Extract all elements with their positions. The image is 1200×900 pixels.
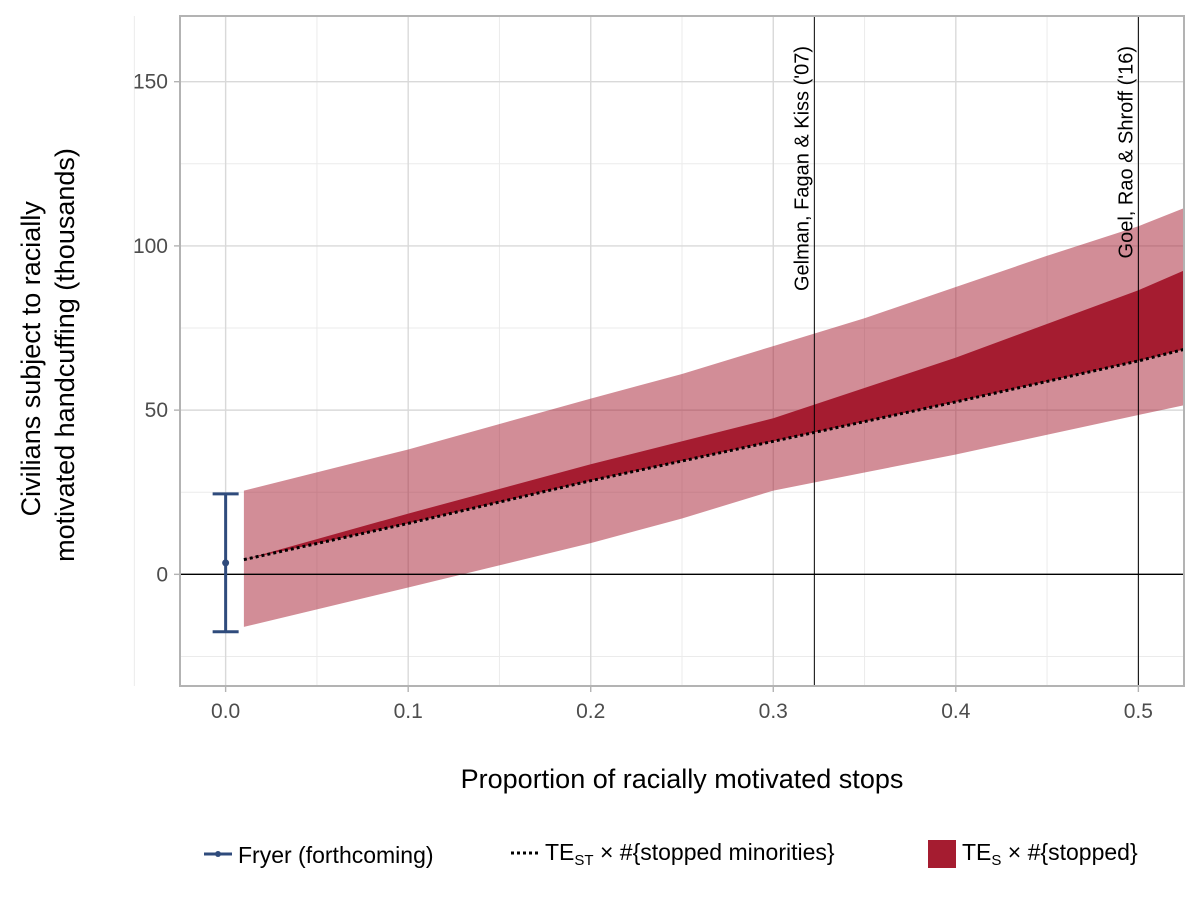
legend-label-te-st-main: TE (545, 839, 574, 865)
legend-item-te-s: TES × #{stopped} (928, 839, 1138, 869)
legend: Fryer (forthcoming) TEST × #{stopped min… (204, 839, 1138, 869)
axis-ticks: 0.0 0.1 0.2 0.3 0.4 0.5 0 50 100 150 (133, 71, 1153, 723)
legend-label-te-s-main: TE (962, 839, 991, 865)
legend-label-te-s-rest: × #{stopped} (1001, 839, 1138, 865)
legend-key-fill (928, 840, 956, 868)
x-axis-title: Proportion of racially motivated stops (461, 764, 904, 794)
x-tick-label: 0.2 (576, 700, 605, 723)
legend-item-te-st: TEST × #{stopped minorities} (511, 839, 835, 869)
plot-data (180, 208, 1185, 634)
x-tick-label: 0.4 (941, 700, 971, 723)
reference-lines: Gelman, Fagan & Kiss ('07) Goel, Rao & Sh… (791, 16, 1139, 686)
x-tick-label: 0.0 (211, 700, 240, 723)
ribbon-te-s-outer (243, 208, 1184, 627)
y-tick-label: 100 (133, 235, 168, 258)
y-axis-title-line-2: motivated handcuffing (thousands) (50, 148, 80, 562)
legend-key-point (215, 851, 221, 857)
reference-line-label-2: Goel, Rao & Shroff ('16) (1115, 46, 1137, 258)
x-tick-label: 0.5 (1124, 700, 1153, 723)
y-tick-label: 50 (145, 399, 168, 422)
legend-label-te-s: TES × #{stopped} (962, 839, 1138, 869)
legend-label-te-st: TEST × #{stopped minorities} (545, 839, 835, 869)
x-tick-label: 0.1 (394, 700, 423, 723)
legend-label-te-st-rest: × #{stopped minorities} (594, 839, 835, 865)
panel-border (179, 15, 1185, 687)
reference-line-label-1: Gelman, Fagan & Kiss ('07) (791, 46, 813, 291)
y-axis-title: Civilians subject to racially motivated … (16, 148, 80, 562)
y-axis-title-line-1: Civilians subject to racially (16, 201, 46, 517)
legend-label-te-s-sub: S (991, 852, 1001, 869)
y-tick-label: 150 (133, 71, 168, 94)
legend-item-fryer: Fryer (forthcoming) (204, 842, 434, 868)
x-tick-label: 0.3 (759, 700, 788, 723)
y-tick-label: 0 (156, 563, 168, 586)
fryer-point (222, 559, 230, 567)
legend-label-fryer: Fryer (forthcoming) (238, 842, 434, 868)
te-st-dotted-line (243, 347, 1185, 562)
legend-label-te-st-sub: ST (574, 852, 593, 869)
